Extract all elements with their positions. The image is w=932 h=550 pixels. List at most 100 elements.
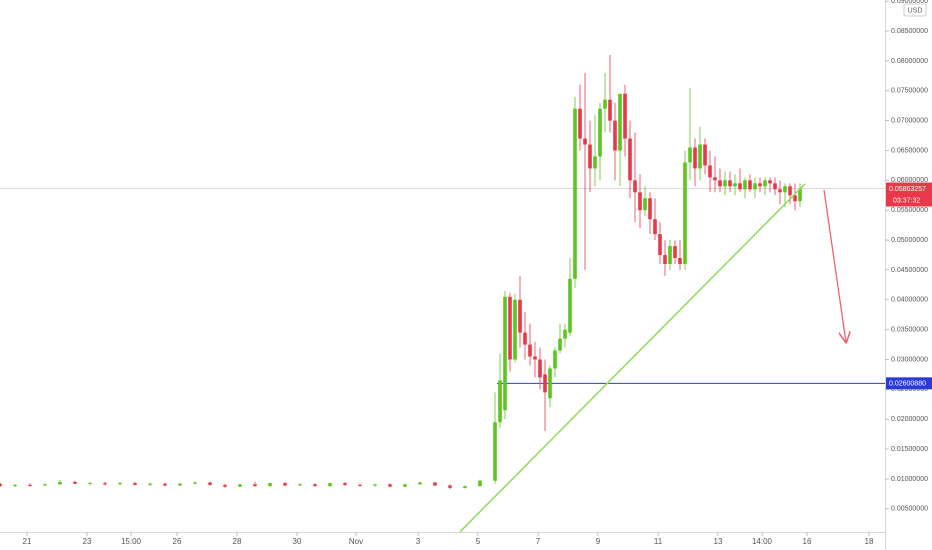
candle-body	[13, 484, 17, 487]
candle-body	[783, 186, 787, 193]
y-tick-label: 0.01500000	[891, 446, 928, 453]
y-tick-label: 0.05500000	[891, 207, 928, 214]
x-tick-label: 15:00	[121, 537, 142, 546]
y-tick-label: 0.07000000	[891, 117, 928, 124]
candle-body	[73, 481, 77, 484]
candle-body	[753, 183, 757, 190]
candle-body	[758, 183, 762, 187]
level-label: 0.02600880	[889, 381, 926, 388]
candle-body	[503, 296, 507, 411]
candle-body	[538, 359, 542, 378]
candle-body	[688, 147, 692, 163]
candle-body	[528, 344, 532, 357]
candle-body	[298, 484, 302, 486]
candle-body	[193, 482, 197, 484]
candle-body	[373, 484, 377, 486]
x-tick-label: 18	[865, 537, 874, 546]
countdown-label: 03:37:32	[893, 197, 920, 204]
candle-body	[798, 188, 802, 202]
candle-body	[283, 483, 287, 486]
candle-body	[518, 299, 522, 333]
candle-body	[778, 189, 782, 193]
x-tick-label: 5	[476, 537, 481, 546]
candle-body	[618, 93, 622, 151]
candle-body	[543, 374, 547, 393]
candle-body	[738, 183, 742, 190]
candle-body	[693, 147, 697, 169]
y-tick-label: 0.04000000	[891, 297, 928, 304]
candle-body	[558, 338, 562, 351]
candle-body	[718, 180, 722, 187]
candle-body	[268, 483, 272, 487]
y-tick-label: 0.09000000	[891, 0, 928, 5]
y-tick-label: 0.07500000	[891, 88, 928, 95]
candle-body	[728, 180, 732, 187]
candle-body	[403, 484, 407, 487]
candle-body	[643, 198, 647, 211]
trend-line	[459, 183, 806, 533]
x-tick-label: 13	[714, 537, 723, 546]
candle-body	[743, 180, 747, 190]
x-tick-label: 21	[23, 537, 32, 546]
candle-body	[563, 329, 567, 339]
y-tick-label: 0.03500000	[891, 326, 928, 333]
candle-body	[448, 485, 452, 488]
candle-body	[548, 368, 552, 399]
candle-body	[58, 481, 62, 485]
candle-body	[253, 484, 257, 487]
x-tick-label: 3	[416, 537, 421, 546]
candle-body	[88, 483, 92, 485]
x-tick-label: 26	[173, 537, 182, 546]
level-label-box	[886, 377, 932, 390]
candle-body	[698, 144, 702, 169]
candle-body	[573, 108, 577, 279]
x-tick-label: 7	[536, 537, 541, 546]
candle-body	[703, 144, 707, 166]
candle-body	[103, 483, 107, 485]
y-tick-label: 0.06000000	[891, 177, 928, 184]
candle-body	[668, 246, 672, 264]
candle-body	[713, 177, 717, 181]
candle-body	[463, 486, 467, 488]
candle-body	[0, 483, 2, 487]
candle-body	[723, 180, 727, 187]
candle-body	[568, 278, 572, 333]
candle-body	[43, 484, 47, 486]
currency-box	[903, 3, 927, 17]
candle-body	[208, 482, 212, 485]
x-tick-label: Nov	[349, 537, 363, 546]
candle-body	[133, 483, 137, 485]
candle-body	[748, 180, 752, 190]
arrow	[823, 189, 846, 342]
candle-body	[523, 332, 527, 345]
y-tick-label: 0.06500000	[891, 147, 928, 154]
currency-label: USD	[908, 7, 923, 14]
candle-body	[708, 165, 712, 178]
x-tick-label: 23	[83, 537, 92, 546]
candle-body	[313, 484, 317, 487]
candle-body	[498, 380, 502, 423]
candle-body	[768, 180, 772, 184]
candle-body	[163, 483, 167, 486]
candle-body	[793, 195, 797, 202]
candle-body	[388, 484, 392, 487]
y-tick-label: 0.02000000	[891, 416, 928, 423]
candle-body	[418, 482, 422, 485]
candle-body	[603, 99, 607, 109]
x-tick-label: 28	[233, 537, 242, 546]
x-tick-label: 16	[803, 537, 812, 546]
candle-body	[533, 356, 537, 360]
y-tick-label: 0.01000000	[891, 476, 928, 483]
candle-body	[513, 299, 517, 360]
candle-body	[28, 484, 32, 486]
y-tick-label: 0.03000000	[891, 356, 928, 363]
candle-body	[178, 483, 182, 486]
candle-body	[593, 156, 597, 169]
candle-body	[588, 144, 592, 169]
candle-body	[673, 246, 677, 258]
candle-body	[733, 183, 737, 187]
candle-body	[663, 254, 667, 264]
x-tick-label: 14:00	[752, 537, 773, 546]
